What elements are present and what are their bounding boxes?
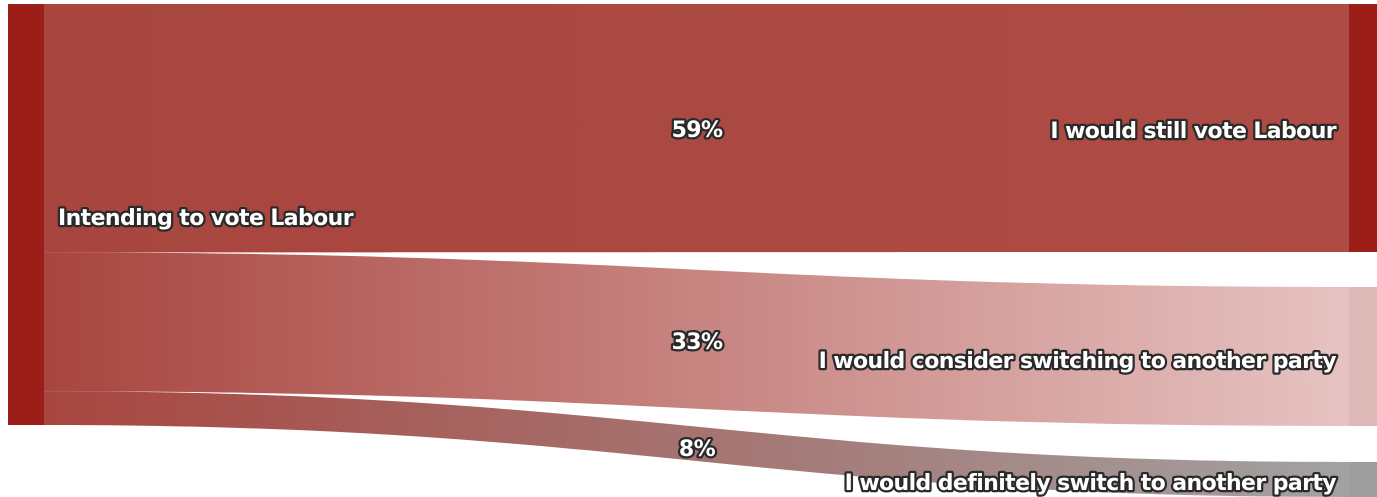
target-node-definitely-switch: [1349, 462, 1377, 497]
percent-label-still-vote-labour: 59%: [672, 118, 723, 143]
percent-label-definitely-switch: 8%: [679, 437, 716, 462]
flow-consider-switching: [44, 252, 1349, 426]
target-label-definitely-switch: I would definitely switch to another par…: [845, 471, 1337, 496]
target-node-still-vote-labour: [1349, 4, 1377, 252]
source-node-intending-labour: [8, 4, 44, 425]
flow-definitely-switch: [44, 391, 1349, 497]
target-label-consider-switching: I would consider switching to another pa…: [819, 349, 1337, 374]
target-node-consider-switching: [1349, 287, 1377, 426]
source-label: Intending to vote Labour: [58, 206, 354, 231]
percent-label-consider-switching: 33%: [672, 330, 723, 355]
target-label-still-vote-labour: I would still vote Labour: [1050, 119, 1336, 144]
flow-still-vote-labour: [44, 4, 1349, 253]
